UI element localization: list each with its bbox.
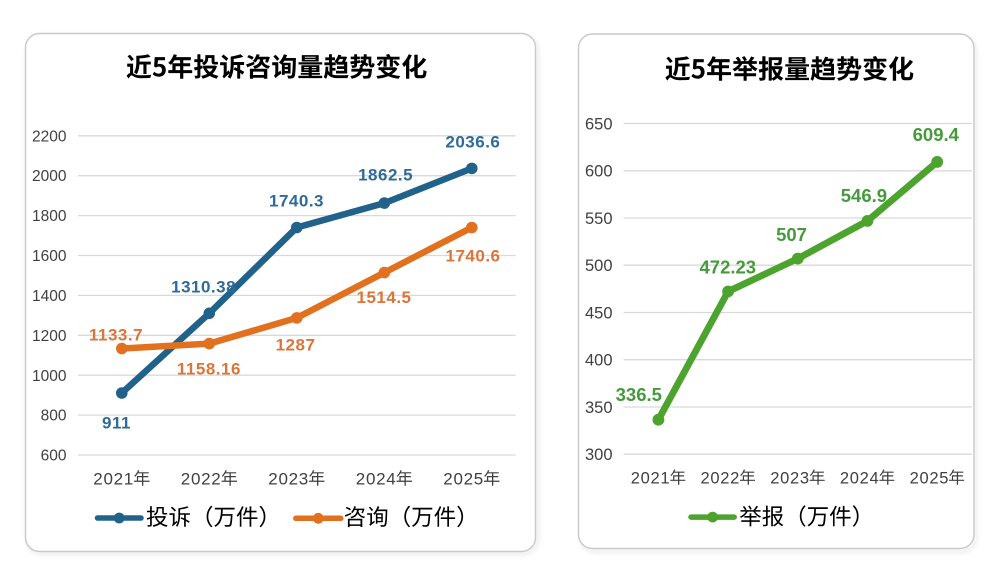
svg-text:911: 911 <box>102 414 131 433</box>
svg-text:1600: 1600 <box>32 248 67 265</box>
svg-text:450: 450 <box>585 304 613 322</box>
svg-text:1740.6: 1740.6 <box>446 247 501 266</box>
svg-text:1740.3: 1740.3 <box>269 191 324 210</box>
svg-text:336.5: 336.5 <box>616 384 662 405</box>
svg-text:2025: 2025 <box>443 469 484 488</box>
svg-text:1133.7: 1133.7 <box>89 326 143 345</box>
svg-text:600: 600 <box>585 163 613 181</box>
svg-text:650: 650 <box>585 115 613 133</box>
svg-text:1287: 1287 <box>276 335 316 354</box>
svg-text:2022: 2022 <box>181 469 222 488</box>
svg-text:350: 350 <box>585 399 613 417</box>
svg-text:1514.5: 1514.5 <box>357 288 412 307</box>
svg-text:1310.38: 1310.38 <box>171 277 236 296</box>
svg-text:1862.5: 1862.5 <box>358 166 413 185</box>
svg-text:800: 800 <box>41 408 67 425</box>
svg-text:1000: 1000 <box>32 368 67 385</box>
svg-text:2021: 2021 <box>93 469 134 488</box>
svg-text:2023: 2023 <box>268 469 309 488</box>
svg-text:1200: 1200 <box>32 328 67 345</box>
svg-text:2200: 2200 <box>32 128 67 145</box>
svg-text:1400: 1400 <box>32 288 67 305</box>
svg-text:300: 300 <box>585 446 613 464</box>
svg-text:2025: 2025 <box>910 469 950 487</box>
svg-text:2024: 2024 <box>356 469 397 488</box>
svg-text:507: 507 <box>776 224 807 245</box>
svg-text:2023: 2023 <box>770 469 810 487</box>
svg-text:2022: 2022 <box>701 469 741 487</box>
svg-text:2036.6: 2036.6 <box>445 132 500 151</box>
svg-text:600: 600 <box>41 448 67 465</box>
svg-text:2000: 2000 <box>32 168 67 185</box>
svg-text:546.9: 546.9 <box>841 185 887 206</box>
svg-text:472.23: 472.23 <box>700 256 757 277</box>
svg-text:1800: 1800 <box>32 208 67 225</box>
svg-text:2021: 2021 <box>631 469 671 487</box>
svg-text:609.4: 609.4 <box>913 124 960 145</box>
svg-text:400: 400 <box>585 352 613 370</box>
svg-text:1158.16: 1158.16 <box>177 359 241 378</box>
svg-text:550: 550 <box>585 210 613 228</box>
svg-text:500: 500 <box>585 257 613 275</box>
svg-text:2024: 2024 <box>840 469 880 487</box>
